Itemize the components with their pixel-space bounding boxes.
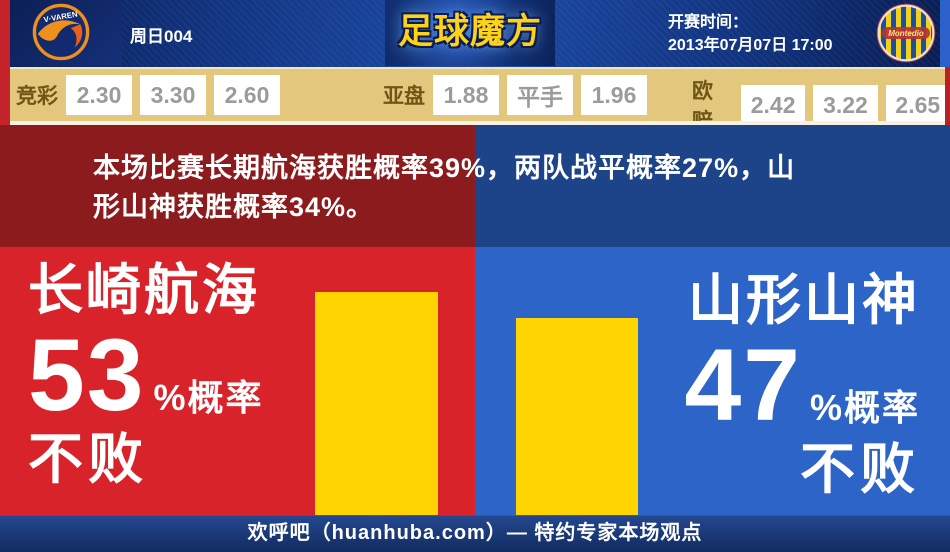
summary-band-blue-half <box>475 125 950 247</box>
odds-value-box: 平手 <box>507 75 573 115</box>
separator-line <box>0 121 950 125</box>
away-outcome-label: 不败 <box>799 438 920 500</box>
away-team-name: 山形山神 <box>687 269 920 331</box>
home-team-name: 长崎航海 <box>28 259 261 321</box>
odds-group-yapan: 亚盘 1.88 平手 1.96 <box>383 75 647 115</box>
kickoff-time: 开赛时间： 2013年07月07日 17:00 <box>668 11 833 57</box>
site-brand-logo: 足球魔方 <box>397 12 542 51</box>
home-probability-line: 53 %概率 <box>28 323 263 427</box>
odds-value-box: 2.42 <box>740 85 806 125</box>
odds-value-box: 2.60 <box>214 75 280 115</box>
left-edge-red-strip <box>0 0 10 125</box>
odds-label-yapan: 亚盘 <box>383 85 425 108</box>
away-probability-value: 47 <box>684 328 802 442</box>
odds-label-jingcai: 竞彩 <box>16 85 58 108</box>
summary-text: 本场比赛长期航海获胜概率39%，两队战平概率27%，山形山神获胜概率34%。 <box>93 153 796 222</box>
kickoff-datetime: 2013年07月07日 17:00 <box>668 37 833 54</box>
main-comparison: 长崎航海 53 %概率 不败 山形山神 47 %概率 不败 <box>0 247 950 515</box>
away-team-crest-icon: Montedio <box>876 3 936 68</box>
odds-group-jingcai: 竞彩 2.30 3.30 2.60 <box>16 75 280 115</box>
odds-value-box: 1.88 <box>433 75 499 115</box>
home-probability-bar <box>315 292 438 515</box>
odds-value-box: 1.96 <box>581 75 647 115</box>
away-probability-line: 47 %概率 <box>685 333 920 437</box>
away-crest-label: Montedio <box>888 29 924 38</box>
odds-group-oupei: 欧赔 2.42 3.22 2.65 <box>692 75 950 135</box>
right-edge-red-strip <box>945 67 950 125</box>
home-probability-value: 53 <box>28 318 146 432</box>
odds-value-box: 3.22 <box>813 85 878 125</box>
home-probability-suffix: %概率 <box>153 377 264 418</box>
kickoff-label: 开赛时间： <box>668 14 749 31</box>
summary-band-red-half <box>0 125 475 247</box>
odds-bar: 竞彩 2.30 3.30 2.60 亚盘 1.88 平手 1.96 欧赔 2.4… <box>0 67 950 133</box>
footer-bar: 欢呼吧（huanhuba.com）— 特约专家本场观点 <box>0 515 950 552</box>
home-team-block: 长崎航海 53 %概率 不败 <box>28 259 263 491</box>
match-code: 周日004 <box>130 27 193 46</box>
away-probability-suffix: %概率 <box>809 387 920 428</box>
summary-band: 本场比赛长期航海获胜概率39%，两队战平概率27%，山形山神获胜概率34%。 <box>0 125 950 247</box>
away-team-block: 山形山神 47 %概率 不败 <box>685 269 920 501</box>
header: V·VAREN 周日004 足球魔方 开赛时间： 2013年07月07日 17:… <box>0 0 950 67</box>
away-probability-bar <box>516 318 638 515</box>
home-team-crest-icon: V·VAREN <box>32 3 90 66</box>
home-outcome-label: 不败 <box>28 428 149 490</box>
odds-value-box: 2.65 <box>885 85 950 125</box>
right-edge-blue-strip <box>940 0 950 67</box>
brand-panel: 足球魔方 <box>385 0 555 66</box>
odds-value-box: 3.30 <box>140 75 206 115</box>
footer-text: 欢呼吧（huanhuba.com）— 特约专家本场观点 <box>247 522 703 544</box>
odds-value-box: 2.30 <box>66 75 132 115</box>
